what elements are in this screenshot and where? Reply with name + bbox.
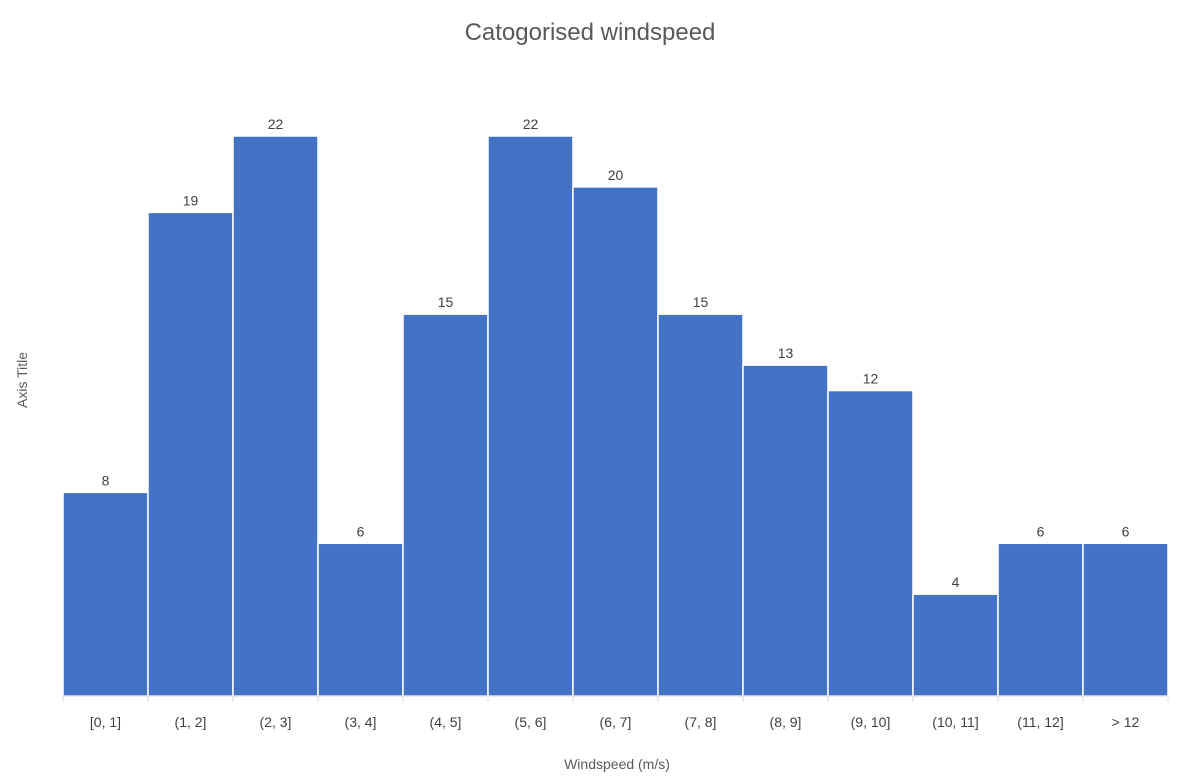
data-label: 6 (1037, 523, 1045, 539)
x-tick-label: (8, 9] (770, 714, 802, 730)
data-label: 6 (357, 523, 365, 539)
data-label: 22 (523, 116, 539, 132)
bar (317, 542, 404, 697)
data-label: 4 (952, 574, 960, 590)
x-tick-label: (3, 4] (345, 714, 377, 730)
x-tick-label: (1, 2] (175, 714, 207, 730)
data-labels-group: 8 19 22 6 15 22 20 15 13 12 4 6 6 (102, 116, 1130, 590)
bar (62, 491, 149, 697)
bar (742, 364, 829, 697)
data-label: 19 (183, 192, 199, 208)
data-label: 12 (863, 371, 879, 387)
bar (487, 135, 574, 697)
data-label: 15 (693, 294, 709, 310)
x-tick-label: (9, 10] (851, 714, 891, 730)
data-label: 20 (608, 167, 624, 183)
x-tick-label: (2, 3] (260, 714, 292, 730)
chart-title: Catogorised windspeed (465, 19, 716, 46)
bar (232, 135, 319, 697)
bar (402, 313, 489, 697)
x-ticks-group (62, 696, 1169, 702)
bar (572, 186, 659, 697)
x-tick-label: (4, 5] (430, 714, 462, 730)
bar (1082, 542, 1169, 697)
data-label: 15 (438, 294, 454, 310)
x-tick-label: > 12 (1112, 714, 1140, 730)
x-tick-label: (10, 11] (932, 714, 978, 730)
x-tick-labels-group: [0, 1] (1, 2] (2, 3] (3, 4] (4, 5] (5, 6] (6, … (90, 714, 1140, 730)
bar (827, 389, 914, 697)
bar (912, 593, 999, 697)
bar (147, 211, 234, 697)
bar (997, 542, 1084, 697)
data-label: 8 (102, 472, 110, 488)
x-tick-label: [0, 1] (90, 714, 121, 730)
bar (657, 313, 744, 697)
data-label: 22 (268, 116, 284, 132)
y-axis-title: Axis Title (14, 352, 30, 408)
data-label: 13 (778, 345, 794, 361)
x-axis-title: Windspeed (m/s) (564, 756, 670, 772)
x-tick-label: (5, 6] (515, 714, 547, 730)
x-tick-label: (11, 12] (1017, 714, 1063, 730)
data-label: 6 (1122, 523, 1130, 539)
x-tick-label: (6, 7] (600, 714, 632, 730)
bars-group (62, 135, 1169, 697)
x-tick-label: (7, 8] (685, 714, 717, 730)
